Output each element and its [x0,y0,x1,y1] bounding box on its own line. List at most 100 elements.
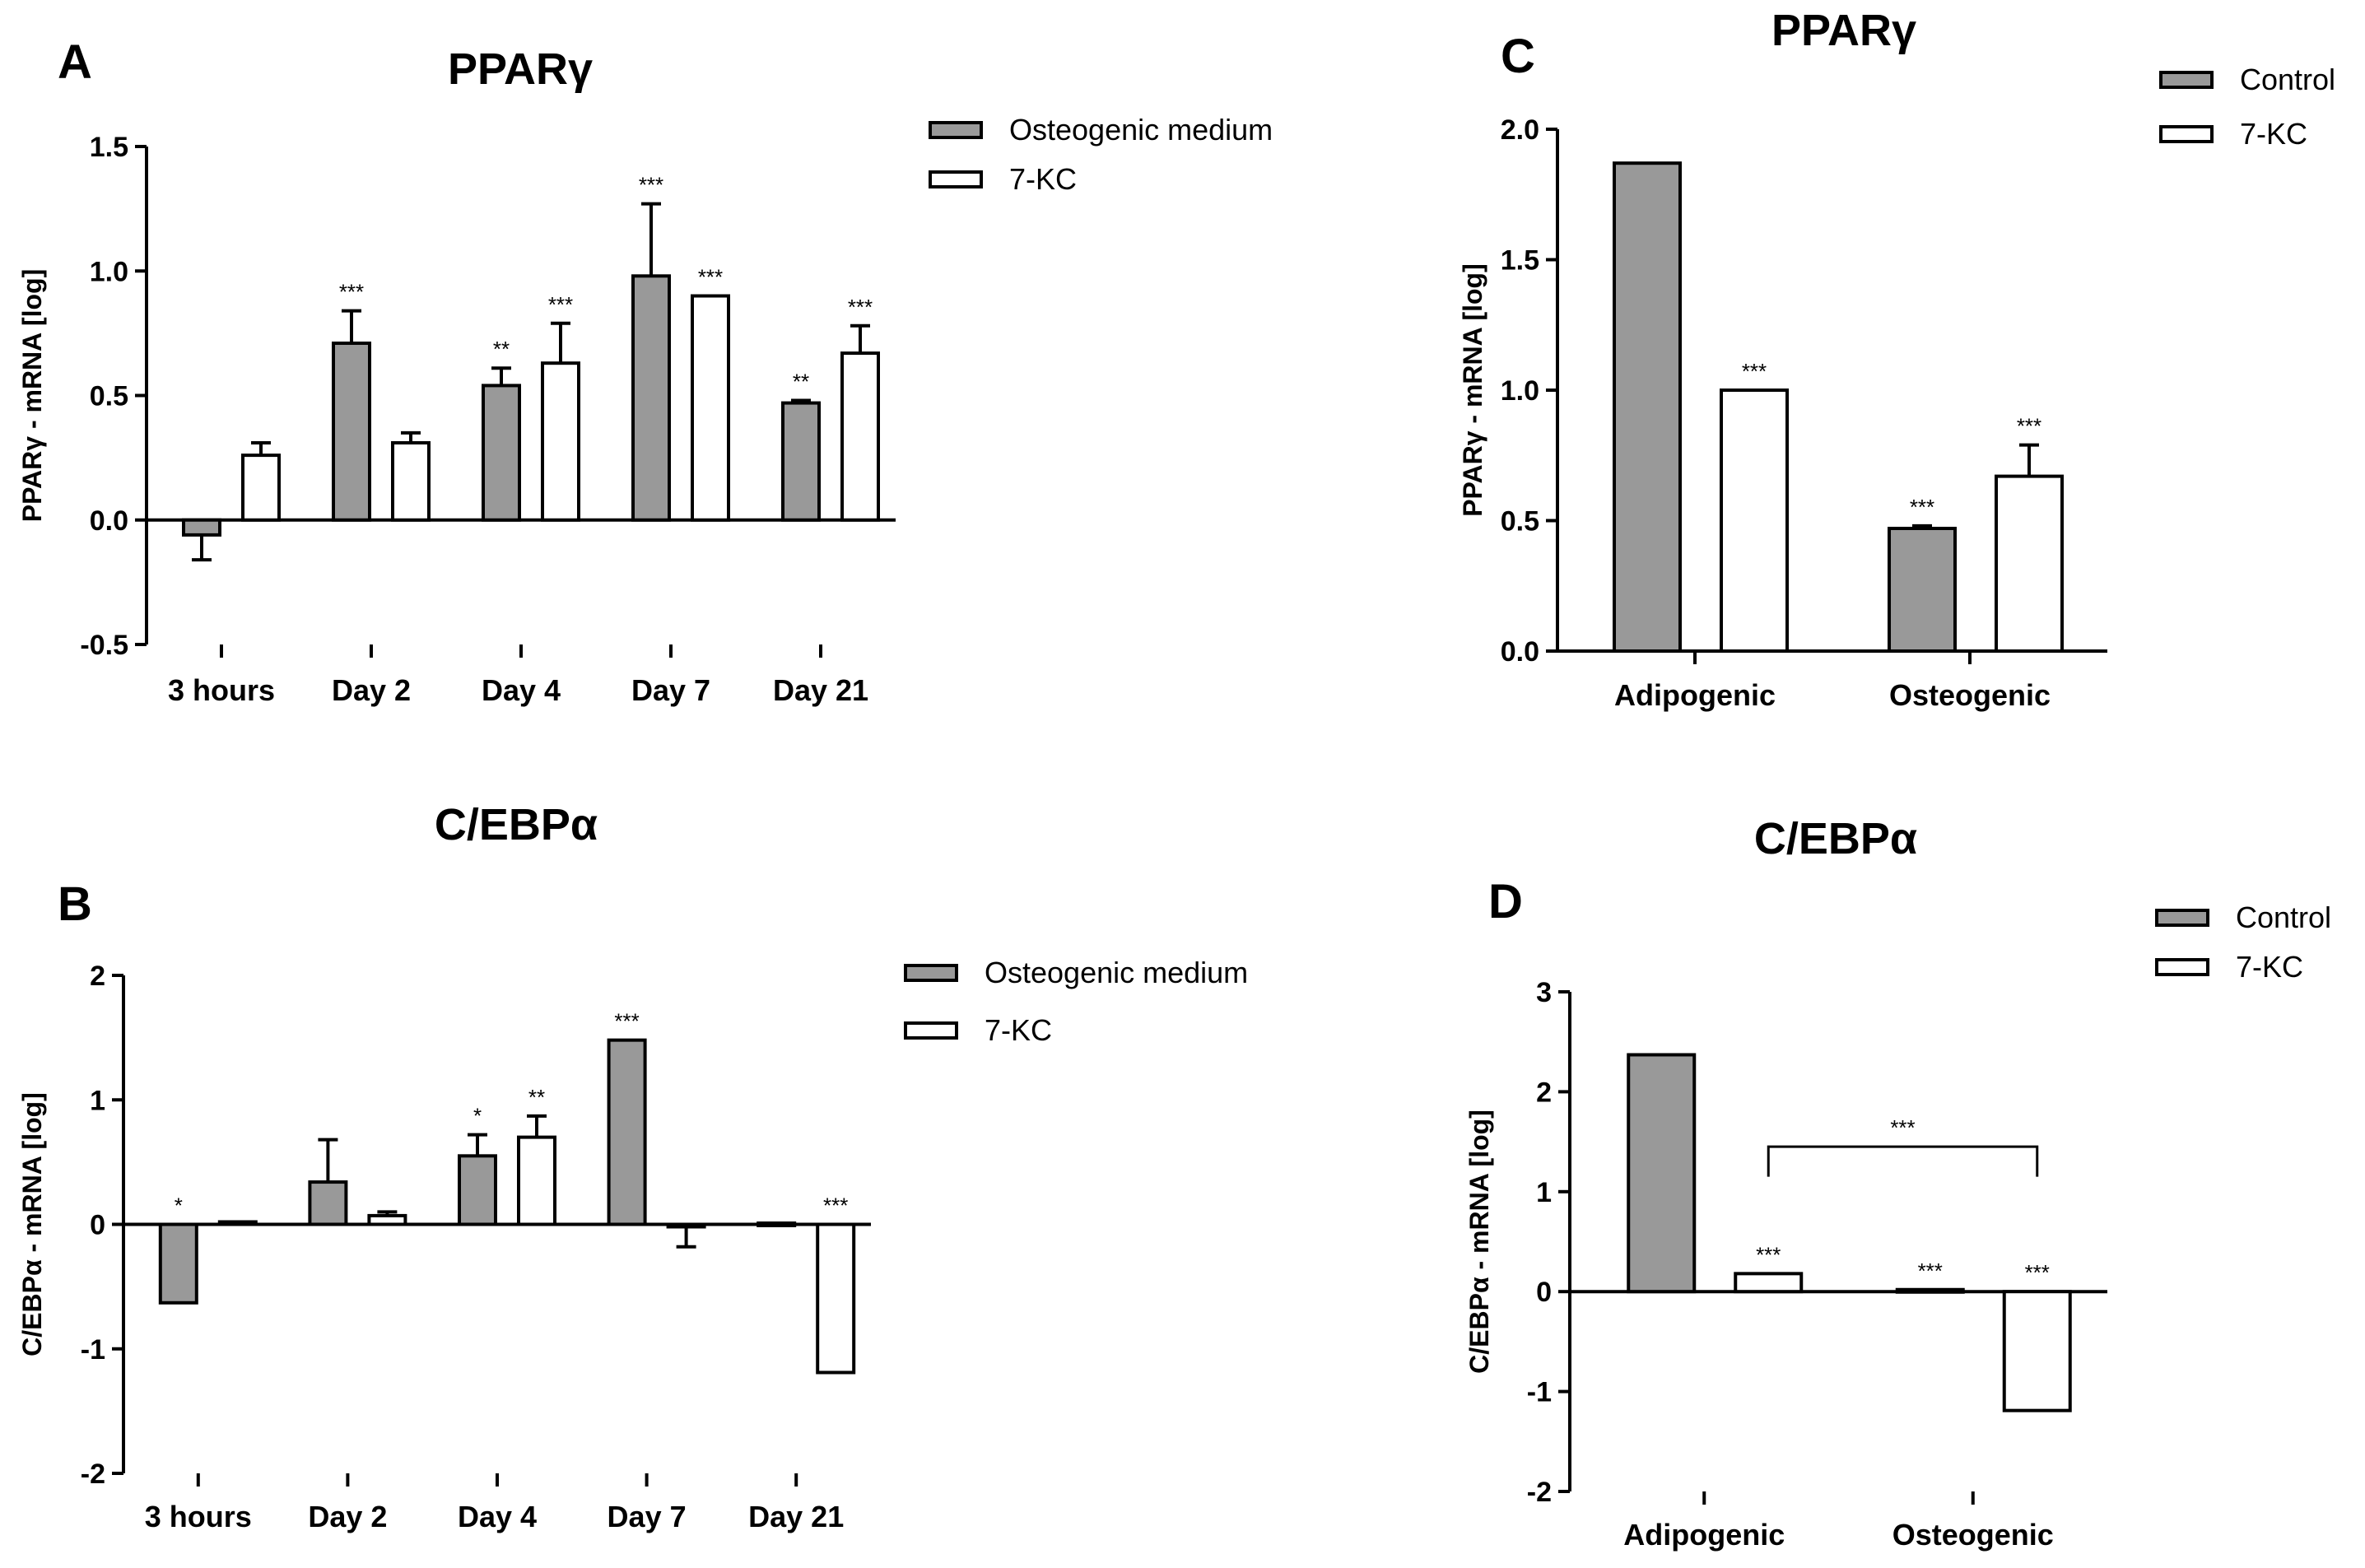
x-tick-label: Adipogenic [1623,1518,1785,1552]
bar [458,1154,497,1226]
significance-label: *** [614,1009,639,1034]
bar [308,1180,348,1226]
significance-label: *** [548,292,573,317]
bar [482,384,521,522]
y-tick-label: 2.0 [1501,114,1539,146]
significance-label: *** [1918,1259,1943,1283]
bar [1720,389,1789,653]
y-tick-label: -0.5 [80,630,128,661]
bar [217,1220,258,1226]
y-tick-label: 0 [1536,1277,1552,1308]
chart-title: C/EBPα [435,800,598,849]
x-tick-label: Day 7 [631,673,710,707]
legend-swatch [904,964,958,982]
significance-label: *** [2017,414,2041,439]
significance-label: *** [339,280,364,305]
y-tick-label: 3 [1536,977,1552,1008]
y-tick-label: 1.0 [90,256,128,287]
significance-label: *** [1910,495,1934,519]
x-tick-label: Adipogenic [1614,678,1776,712]
significance-label: ** [793,370,809,394]
bar [816,1222,856,1375]
legend-label: 7-KC [985,1013,1052,1047]
legend-swatch [2159,125,2214,143]
panel-letter: B [58,877,92,931]
x-tick-label: Day 4 [458,1500,537,1533]
x-tick-label: Osteogenic [1889,678,2051,712]
x-tick-label: Day 21 [748,1500,844,1533]
legend-swatch [929,170,983,188]
y-tick-label: 0.5 [1501,506,1539,537]
significance-label: *** [1742,359,1767,384]
y-tick-label: -1 [1527,1377,1552,1408]
significance-label: * [473,1104,482,1128]
y-axis-label: C/EBPα - mRNA [log] [1464,1110,1494,1374]
y-tick-label: 1.5 [90,132,128,163]
significance-label: ** [493,337,510,361]
legend-swatch [2155,958,2209,976]
bar [241,454,281,522]
significance-label: *** [698,265,723,290]
significance-label: * [175,1193,183,1218]
x-tick-label: Day 2 [332,673,411,707]
y-tick-label: 0.0 [90,505,128,537]
bar [757,1221,797,1227]
y-axis-label: PPARγ - mRNA [log] [1458,263,1487,517]
bar [2002,1290,2072,1412]
chart-title: C/EBPα [1754,814,1917,863]
legend-swatch [929,121,983,139]
y-tick-label: 0 [90,1210,105,1241]
y-tick-label: 2 [1536,1077,1552,1108]
y-tick-label: 1.5 [1501,245,1539,277]
bar [367,1213,407,1226]
bar [158,1222,198,1305]
bar [391,440,431,522]
panel-a: A PPARγ -0.5 0.0 0.5 1.0 1.5 PPARγ - mRNA [log]… [17,35,1273,707]
bar [182,518,221,537]
panel-d: D C/EBPα -2 -1 0 1 2 3 C/EBPα - mRNA [log] Adipog… [1464,814,2331,1552]
panel-letter: D [1488,875,1523,928]
y-tick-label: -2 [1527,1477,1552,1508]
bar [332,341,371,522]
bar [691,294,730,522]
legend-label: 7-KC [2236,950,2303,984]
panel-c: C PPARγ 0.0 0.5 1.0 1.5 2.0 PPARγ - mRNA [log] A… [1458,6,2335,712]
legend-label: Osteogenic medium [985,956,1248,989]
chart-title: PPARγ [448,44,593,94]
bar [781,401,821,522]
y-axis-label: PPARγ - mRNA [log] [17,269,47,523]
significance-label: *** [848,295,873,319]
legend-label: Control [2236,900,2331,934]
y-tick-label: 0.0 [1501,636,1539,668]
y-tick-label: -2 [81,1459,105,1490]
legend-swatch [2155,909,2209,927]
significance-label: ** [528,1085,545,1110]
bar [517,1135,556,1226]
legend-label: 7-KC [1009,162,1077,196]
x-tick-label: Day 4 [482,673,561,707]
legend-swatch [904,1021,958,1040]
panel-letter: C [1501,30,1535,83]
y-tick-label: 0.5 [90,381,128,412]
significance-label: *** [639,173,663,198]
panel-letter: A [58,35,92,89]
x-tick-label: 3 hours [145,1500,252,1533]
bar [541,361,580,522]
x-tick-label: Day 7 [608,1500,687,1533]
legend-label: Osteogenic medium [1009,113,1273,147]
bar [1895,1287,1965,1294]
y-tick-label: -1 [81,1334,105,1366]
panel-b: B C/EBPα -2 -1 0 1 2 C/EBPα - mRNA [log] 3 hours… [17,800,1248,1533]
y-tick-label: 1 [90,1085,105,1116]
significance-label: *** [1756,1242,1781,1267]
x-tick-label: Day 21 [773,673,868,707]
legend-label: Control [2240,63,2335,96]
legend-swatch [2159,71,2214,89]
bar [607,1038,647,1226]
x-tick-label: 3 hours [168,673,275,707]
bar [1734,1272,1804,1294]
legend-label: 7-KC [2240,117,2307,151]
bar [1627,1053,1697,1294]
significance-label: *** [2025,1260,2050,1285]
